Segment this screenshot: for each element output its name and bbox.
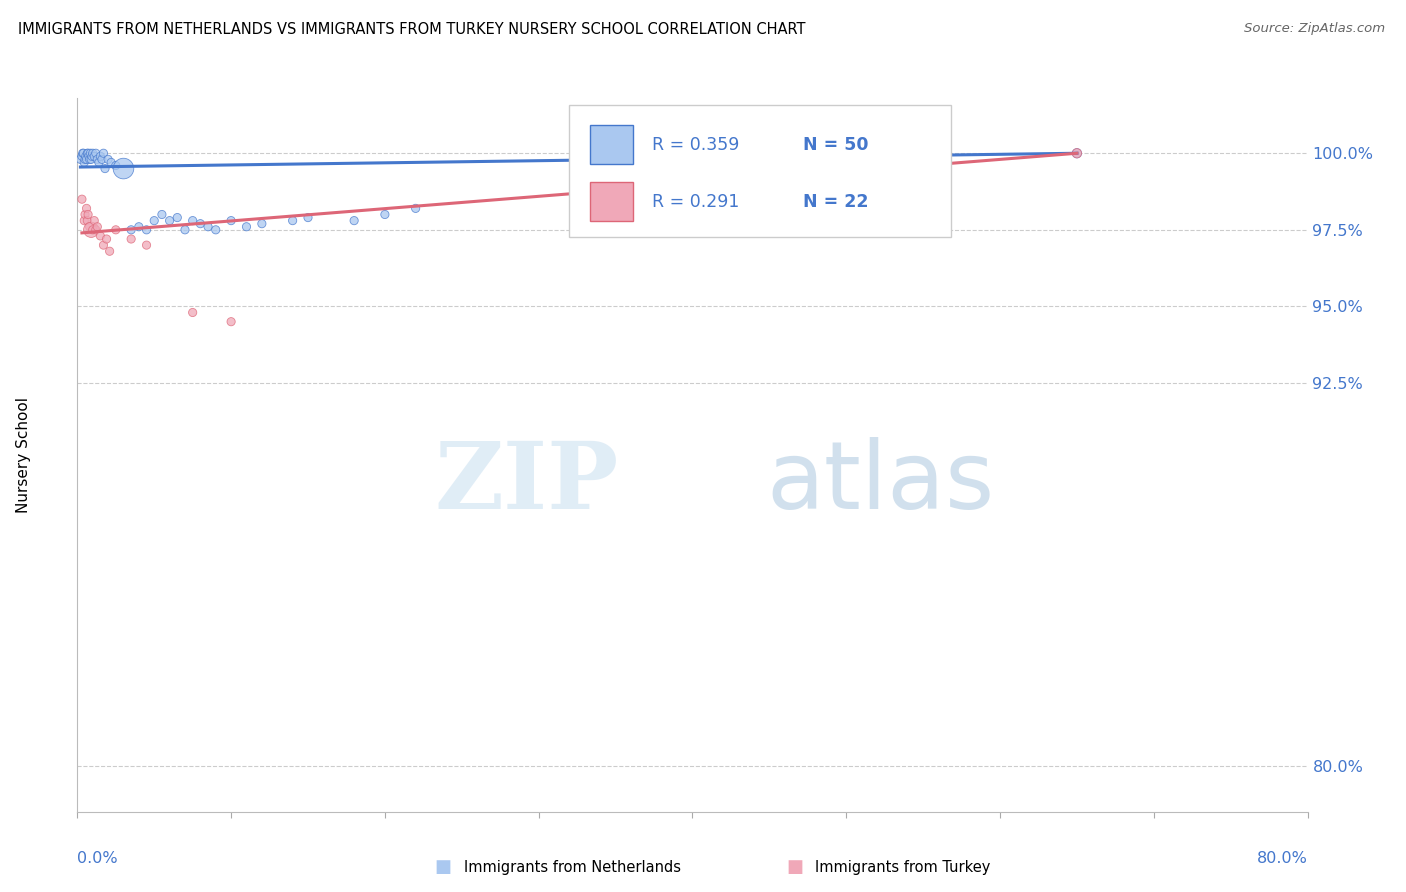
Point [77,146,100,161]
Point [76,213,98,227]
Point [250,217,273,231]
Bar [591,182,634,221]
Point [73,155,96,169]
Point [219,315,242,329]
Point [143,213,166,227]
Point [405,202,427,216]
Point [73,153,96,167]
Point [75,149,97,163]
Point [79,146,101,161]
Text: atlas: atlas [766,437,994,530]
Point [89,149,111,163]
Text: N = 22: N = 22 [803,193,869,211]
Point [93,238,115,252]
Point [82,223,104,237]
Point [135,223,157,237]
Point [86,153,108,167]
Point [1066,146,1088,161]
Point [605,146,627,161]
Point [76,153,98,167]
Point [374,207,396,221]
Point [97,153,120,167]
Point [70,149,93,163]
Point [90,153,114,167]
Point [80,153,103,167]
Point [94,161,117,176]
Point [219,213,242,227]
Point [73,213,96,227]
Point [79,153,101,167]
Text: 80.0%: 80.0% [1257,851,1308,866]
Point [104,159,127,173]
Text: 0.0%: 0.0% [77,851,118,866]
Point [120,232,142,246]
Text: N = 50: N = 50 [803,136,869,153]
Point [82,146,104,161]
FancyBboxPatch shape [569,105,950,237]
Point [69,153,91,167]
Text: ■: ■ [434,858,451,876]
Point [72,146,94,161]
Point [297,211,319,225]
Point [281,213,304,227]
Point [83,149,105,163]
Text: ■: ■ [786,858,803,876]
Point [93,146,115,161]
Point [197,219,219,234]
Point [1066,146,1088,161]
Text: Immigrants from Netherlands: Immigrants from Netherlands [464,860,681,874]
Text: Source: ZipAtlas.com: Source: ZipAtlas.com [1244,22,1385,36]
Point [73,207,96,221]
Point [76,202,98,216]
Point [104,223,127,237]
Text: R = 0.359: R = 0.359 [652,136,740,153]
Point [86,219,108,234]
Point [87,155,110,169]
Bar [591,125,634,164]
Point [135,238,157,252]
Point [235,219,257,234]
Point [77,207,100,221]
Point [100,155,122,169]
Point [128,219,150,234]
Text: Nursery School: Nursery School [15,397,31,513]
Point [204,223,226,237]
Point [120,223,142,237]
Point [72,146,94,161]
Point [80,223,103,237]
Point [181,213,204,227]
Point [89,229,111,244]
Point [181,305,204,319]
Point [83,213,105,227]
Point [343,213,366,227]
Point [112,161,135,176]
Point [80,149,103,163]
Point [96,232,118,246]
Text: ZIP: ZIP [434,439,619,528]
Point [77,149,100,163]
Point [190,217,212,231]
Point [84,223,107,237]
Point [76,146,98,161]
Point [84,146,107,161]
Point [98,244,121,259]
Point [166,211,188,225]
Text: Immigrants from Turkey: Immigrants from Turkey [815,860,991,874]
Point [70,192,93,206]
Point [150,207,173,221]
Point [79,219,101,234]
Point [174,223,197,237]
Text: R = 0.291: R = 0.291 [652,193,740,211]
Point [159,213,181,227]
Text: IMMIGRANTS FROM NETHERLANDS VS IMMIGRANTS FROM TURKEY NURSERY SCHOOL CORRELATION: IMMIGRANTS FROM NETHERLANDS VS IMMIGRANT… [18,22,806,37]
